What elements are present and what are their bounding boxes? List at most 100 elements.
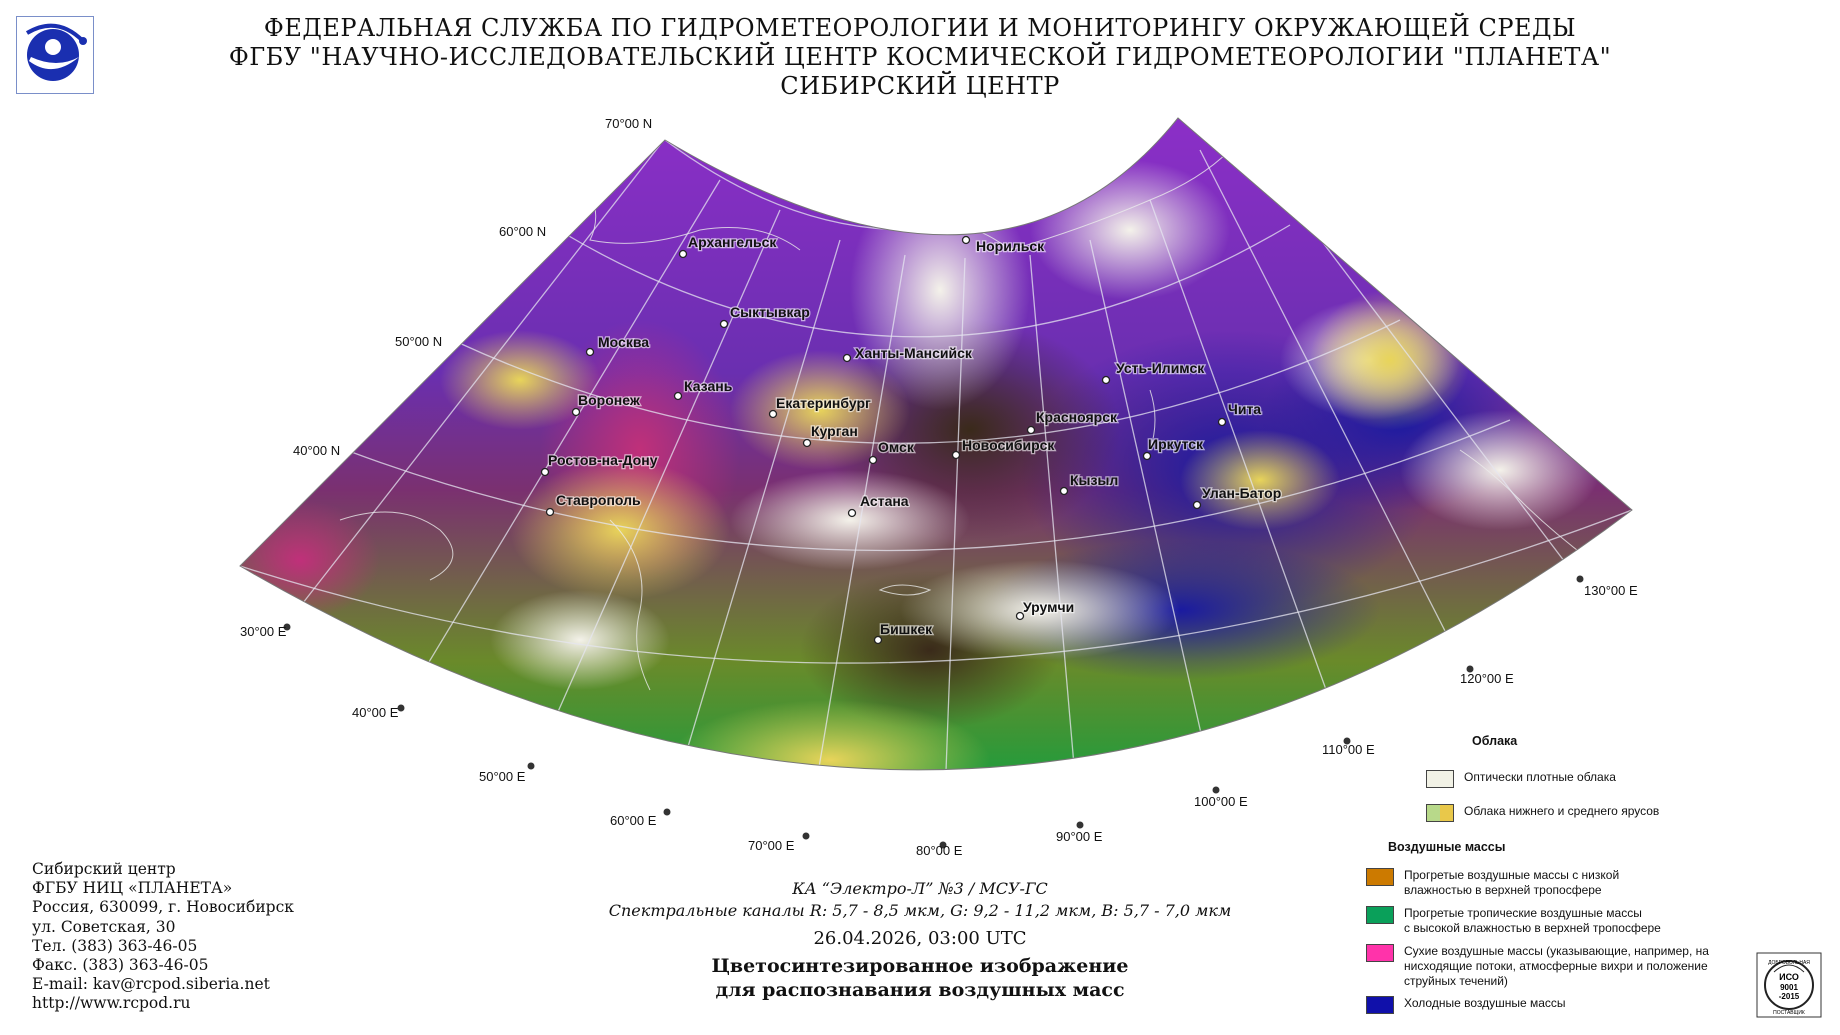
legend-item-dense-clouds: Оптически плотные облака [1426, 770, 1616, 788]
legend-label-line: влажностью в верхней тропосфере [1404, 883, 1602, 897]
lon-marker [527, 762, 535, 770]
city-marker [571, 407, 581, 417]
satellite-map[interactable]: 70°00 N 60°00 N 50°00 N 40°00 N 30°00 E … [0, 110, 1840, 870]
legend-air-header: Воздушные массы [1388, 840, 1506, 854]
city-markers: Архангельск Норильск Сыктывкар Москва Ха… [540, 233, 1283, 645]
city-label-norilsk: Норильск [976, 238, 1045, 254]
lon-label-110: 110°00 E [1322, 742, 1375, 757]
legend-swatch [1426, 804, 1454, 822]
lon-marker [1343, 737, 1351, 745]
legend-swatch [1366, 944, 1394, 962]
lat-label-70: 70°00 N [605, 116, 652, 131]
legend-label-line: струйных течений) [1404, 974, 1508, 988]
legend-item-warm-dry: Прогретые воздушные массы с низкой влажн… [1366, 868, 1619, 898]
city-label-astana: Астана [860, 493, 909, 509]
city-marker [540, 467, 550, 477]
city-label-syktyvkar: Сыктывкар [730, 304, 810, 320]
page-header: ФЕДЕРАЛЬНАЯ СЛУЖБА ПО ГИДРОМЕТЕОРОЛОГИИ … [0, 14, 1840, 101]
city-marker [1015, 611, 1025, 621]
caption-title-line-2: для распознавания воздушных масс [715, 979, 1125, 1001]
city-label-irkutsk: Иркутск [1148, 436, 1204, 452]
caption-title-line-1: Цветосинтезированное изображение [711, 955, 1129, 977]
lon-label-100: 100°00 E [1194, 794, 1248, 809]
lon-label-60: 60°00 E [610, 813, 657, 828]
legend-swatch [1366, 868, 1394, 886]
city-marker [1101, 375, 1111, 385]
city-label-krasnoyarsk: Красноярск [1036, 409, 1118, 425]
legend-label-line: Сухие воздушные массы (указывающие, напр… [1404, 944, 1709, 958]
city-marker [768, 409, 778, 419]
legend-item-warm-humid: Прогретые тропичеcкие воздушные массы с … [1366, 906, 1661, 936]
map-frame [239, 117, 1633, 771]
iso-badge-year-text: -2015 [1779, 992, 1800, 1001]
contact-email[interactable]: E-mail: kav@rcpod.siberia.net [32, 975, 270, 994]
city-marker [1217, 417, 1227, 427]
city-marker [802, 438, 812, 448]
city-label-kazan: Казань [684, 378, 733, 394]
lon-marker [939, 841, 947, 849]
contact-phone: Тел. (383) 363-46-05 [32, 936, 198, 955]
planeta-logo [16, 16, 94, 94]
lon-label-40: 40°00 E [352, 705, 399, 720]
legend-swatch [1426, 770, 1454, 788]
legend-label-line: с высокой влажностью в верхней тропосфер… [1404, 921, 1661, 935]
legend-label-line: нисходящие потоки, атмосферные вихри и п… [1404, 959, 1708, 973]
header-line-3: СИБИРСКИЙ ЦЕНТР [780, 72, 1060, 100]
caption-satellite: КА “Электро-Л” №3 / МСУ-ГС [792, 879, 1048, 898]
city-marker [868, 455, 878, 465]
city-marker [678, 249, 688, 259]
city-label-chita: Чита [1228, 401, 1261, 417]
city-label-stavropol: Ставрополь [556, 492, 641, 508]
city-label-ulaanbaatar: Улан-Батор [1202, 485, 1281, 501]
city-label-yekaterinburg: Екатеринбург [776, 395, 871, 411]
city-label-kyzyl: Кызыл [1070, 472, 1118, 488]
city-label-bishkek: Бишкек [880, 621, 933, 637]
city-label-voronezh: Воронеж [578, 392, 641, 408]
legend-swatch-part [1427, 805, 1440, 821]
city-marker [673, 391, 683, 401]
lon-label-50: 50°00 E [479, 769, 526, 784]
lat-label-50: 50°00 N [395, 334, 442, 349]
legend-label: Прогретые воздушные массы с низкой влажн… [1404, 868, 1619, 898]
lon-marker [283, 623, 291, 631]
lon-label-130: 130°00 E [1584, 583, 1638, 598]
city-marker [951, 450, 961, 460]
lat-label-60: 60°00 N [499, 224, 546, 239]
header-line-1: ФЕДЕРАЛЬНАЯ СЛУЖБА ПО ГИДРОМЕТЕОРОЛОГИИ … [263, 14, 1577, 42]
lon-marker [1466, 665, 1474, 673]
contact-line: Сибирский центр [32, 860, 176, 878]
city-marker [1142, 451, 1152, 461]
iso-badge-bottom-text: ПОСТАВЩИК [1773, 1010, 1805, 1016]
legend-swatch [1366, 906, 1394, 924]
lon-labels: 30°00 E 40°00 E 50°00 E 60°00 E 70°00 E … [240, 575, 1638, 858]
iso-badge-iso-text: ИСО [1779, 972, 1799, 982]
iso-badge-top-text: ДОБРОВОЛЬНАЯ [1768, 960, 1810, 966]
lon-marker [802, 832, 810, 840]
legend-label: Сухие воздушные массы (указывающие, напр… [1404, 944, 1709, 989]
city-label-kurgan: Курган [811, 423, 858, 439]
city-label-urumqi: Урумчи [1023, 599, 1074, 615]
city-marker [1026, 425, 1036, 435]
city-marker [1192, 500, 1202, 510]
legend-item-low-mid-clouds: Облака нижнего и среднего ярусов [1426, 804, 1659, 822]
legend-item-cold: Холодные воздушные массы [1366, 996, 1566, 1014]
legend-label-line: Прогретые воздушные массы с низкой [1404, 868, 1620, 882]
lon-marker [397, 704, 405, 712]
city-label-ust-ilimsk: Усть-Илимск [1116, 360, 1205, 376]
lon-marker [1076, 821, 1084, 829]
map-imagery [240, 118, 1632, 770]
legend-label-line: Холодные воздушные массы [1404, 996, 1566, 1010]
legend-item-dry: Сухие воздушные массы (указывающие, напр… [1366, 944, 1709, 989]
city-label-omsk: Омск [878, 439, 915, 455]
planeta-logo-icon [25, 23, 87, 81]
city-marker [961, 235, 971, 245]
city-label-novosibirsk: Новосибирск [962, 437, 1055, 453]
city-label-khanty-mansiysk: Ханты-Мансийск [855, 345, 973, 361]
lon-label-70: 70°00 E [748, 838, 795, 853]
city-label-rostov: Ростов-на-Дону [548, 452, 658, 468]
contact-website-link[interactable]: http://www.rcpod.ru [32, 994, 191, 1013]
city-marker [1059, 486, 1069, 496]
contact-info: Сибирский центр ФГБУ НИЦ «ПЛАНЕТА» Росси… [32, 860, 294, 1014]
header-line-2: ФГБУ "НАУЧНО-ИССЛЕДОВАТЕЛЬСКИЙ ЦЕНТР КОС… [228, 43, 1612, 71]
city-marker [873, 635, 883, 645]
